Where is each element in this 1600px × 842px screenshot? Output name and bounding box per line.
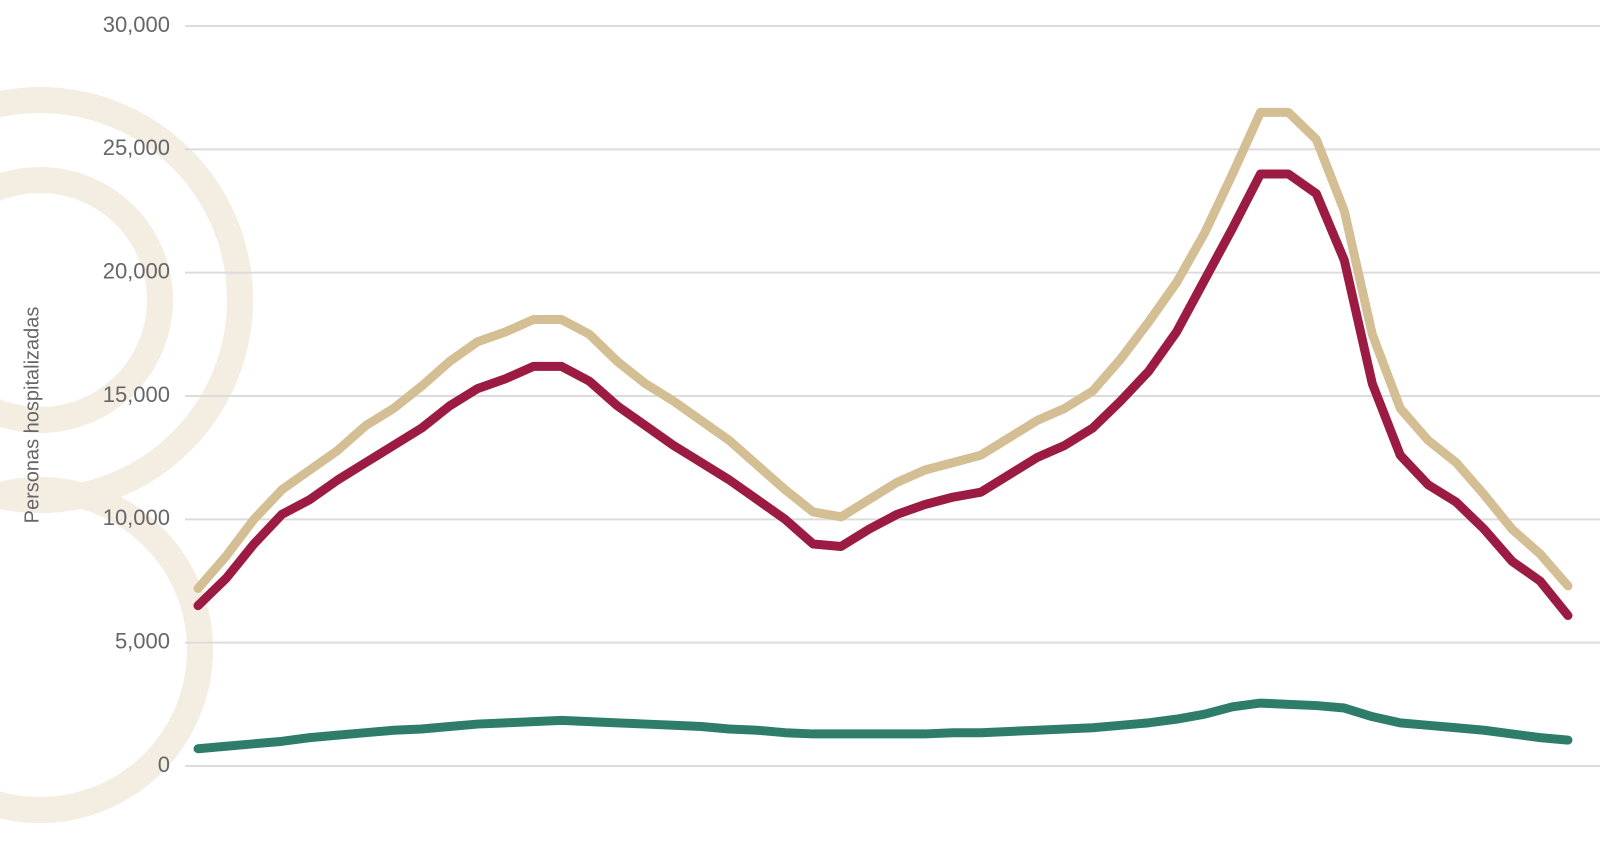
y-tick-label: 5,000 <box>115 628 170 653</box>
y-tick-label: 15,000 <box>103 382 170 407</box>
y-tick-label: 20,000 <box>103 258 170 283</box>
background-ornament <box>0 87 253 823</box>
line-series <box>193 698 1573 754</box>
line-series <box>193 107 1573 593</box>
y-tick-label: 10,000 <box>103 505 170 530</box>
y-tick-label: 30,000 <box>103 12 170 37</box>
y-tick-label: 0 <box>158 752 170 777</box>
y-axis-label: Personas hospitalizadas <box>21 307 43 524</box>
y-tick-label: 25,000 <box>103 135 170 160</box>
line-series <box>193 169 1573 621</box>
